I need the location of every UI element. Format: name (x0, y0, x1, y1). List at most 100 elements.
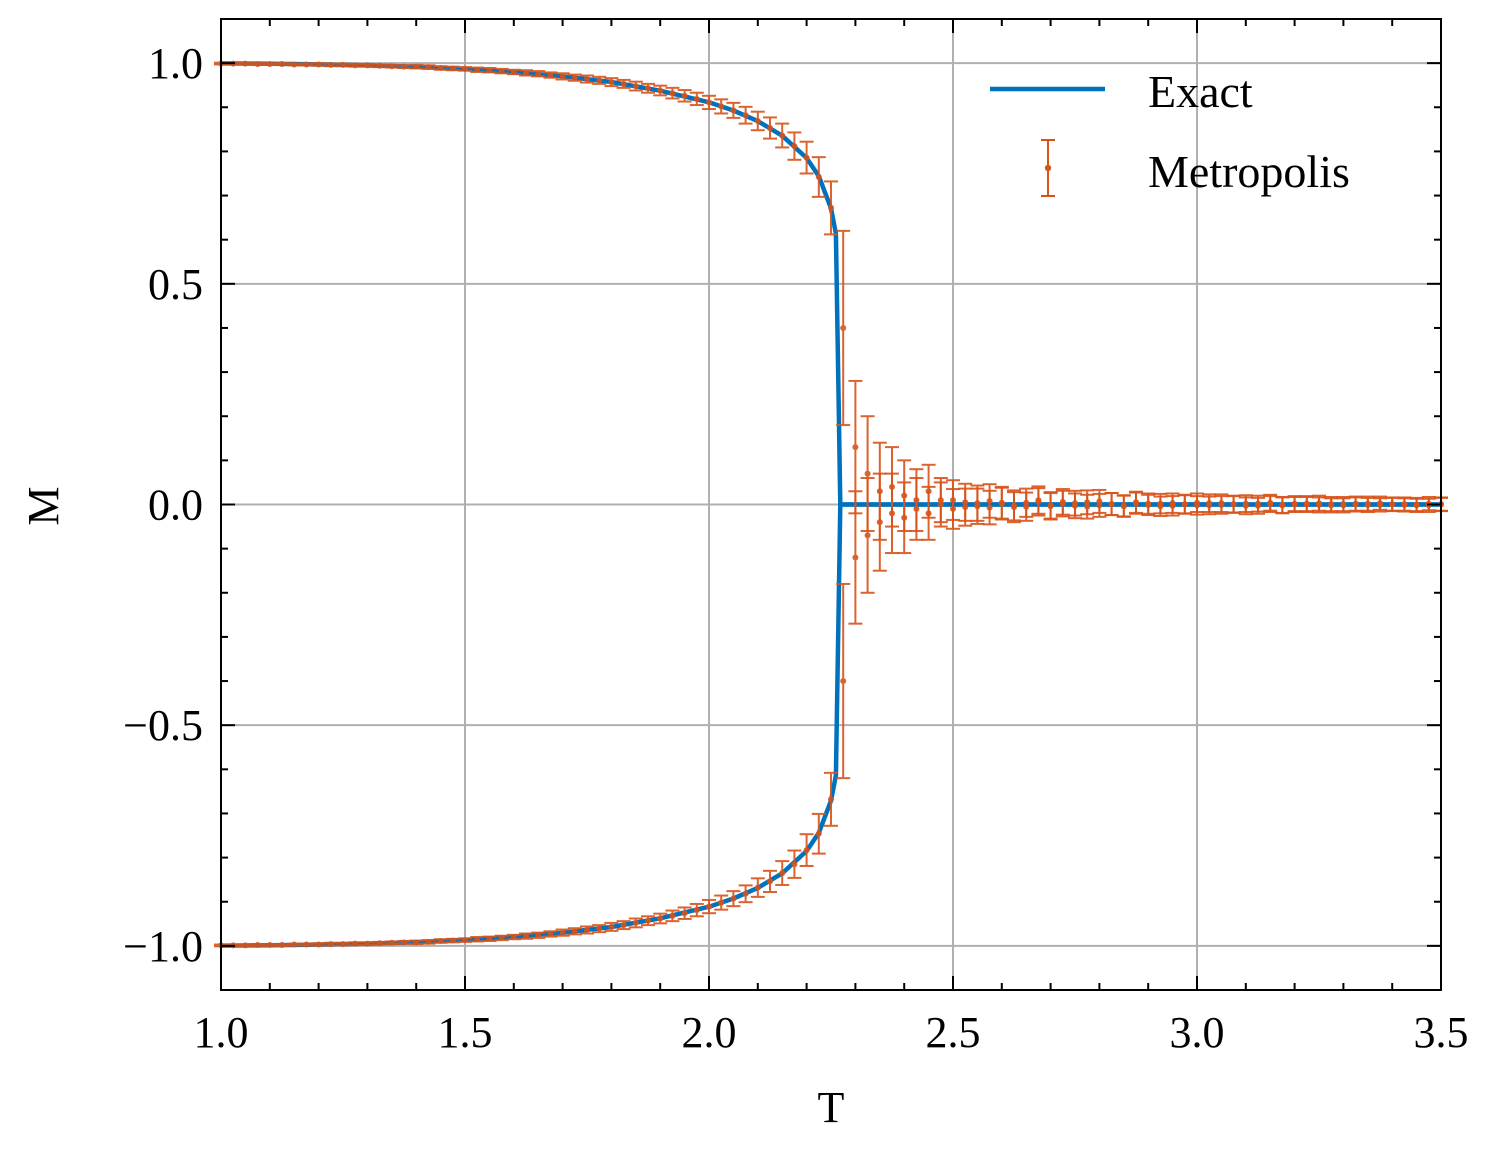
data-point (730, 895, 737, 902)
errorbar-point (872, 472, 887, 572)
data-point (718, 899, 725, 906)
errorbar-point (1129, 491, 1143, 515)
errorbar-point (506, 933, 521, 941)
errorbar-point (775, 860, 790, 886)
data-point (767, 125, 773, 132)
data-point (596, 77, 603, 84)
errorbar-point (860, 477, 875, 594)
data-point (693, 907, 700, 914)
data-point (815, 830, 822, 837)
y-tick-label: 1.0 (148, 39, 203, 88)
errorbar-point (1116, 494, 1131, 518)
data-point (1316, 501, 1322, 508)
errorbar-point (519, 932, 533, 940)
data-point (1413, 501, 1420, 508)
data-point (254, 941, 261, 948)
data-point (962, 504, 969, 511)
data-point (523, 933, 529, 940)
errorbar-point (372, 62, 387, 69)
errorbar-point (458, 937, 472, 944)
errorbar-point (994, 485, 1009, 520)
data-point (584, 926, 590, 933)
data-point (1011, 502, 1017, 509)
data-point (315, 941, 322, 948)
errorbar-point (738, 884, 753, 904)
data-point (620, 922, 627, 929)
x-tick-label: 3.5 (1414, 1008, 1469, 1057)
errorbar-point (677, 906, 692, 920)
errorbar-point (555, 72, 570, 81)
errorbar-point (885, 472, 899, 555)
errorbar-point (360, 940, 375, 947)
data-point (840, 324, 847, 331)
errorbar-point (982, 489, 997, 526)
errorbar-point (970, 484, 985, 522)
data-point (547, 930, 554, 937)
data-point (791, 143, 798, 150)
errorbar-point (458, 65, 472, 72)
data-point (718, 103, 725, 110)
errorbar-point (1409, 496, 1424, 513)
errorbar-point (580, 925, 594, 935)
errorbar-point (1385, 496, 1400, 512)
data-point (1291, 501, 1298, 508)
errorbar-point (1397, 497, 1412, 513)
data-point (803, 847, 810, 854)
errorbar-point (836, 229, 851, 427)
data-point (547, 72, 554, 79)
errorbar-point (250, 941, 265, 948)
data-point (486, 935, 493, 942)
errorbar-point (824, 180, 838, 236)
data-point (596, 925, 603, 932)
x-tick-label: 2.5 (926, 1008, 981, 1057)
errorbar-point (287, 61, 302, 68)
data-point (242, 60, 249, 67)
data-point (1255, 502, 1261, 509)
data-point (632, 919, 639, 926)
errorbar-point (592, 924, 607, 934)
data-point (876, 519, 883, 526)
data-point (669, 90, 676, 97)
errorbar-point (604, 921, 619, 932)
data-point (584, 76, 590, 83)
data-point (1242, 500, 1249, 507)
errorbar-point (811, 156, 826, 198)
errorbar-point (1287, 495, 1302, 514)
errorbar-point (628, 80, 643, 92)
y-tick-label: 0.0 (148, 481, 203, 530)
errorbar-point (1299, 495, 1314, 513)
errorbar-point (494, 934, 509, 942)
y-tick-label: −1.0 (123, 922, 203, 971)
errorbar-point (689, 902, 704, 918)
legend-metropolis-swatch (1041, 139, 1055, 197)
data-point (620, 80, 627, 87)
data-point (266, 941, 273, 948)
data-point (742, 112, 749, 119)
errorbar-point (336, 941, 350, 948)
data-point (742, 890, 749, 897)
data-point (937, 497, 944, 504)
errorbar-point (299, 61, 314, 68)
errorbar-point (848, 490, 863, 625)
errorbar-point (275, 61, 289, 68)
data-point (340, 61, 346, 68)
errorbar-point (1202, 493, 1217, 514)
data-point (303, 61, 310, 68)
data-point (510, 934, 517, 941)
errorbar-point (262, 941, 277, 948)
errorbar-point (360, 62, 375, 69)
data-point (364, 940, 371, 947)
errorbar-point (726, 890, 741, 908)
data-point (767, 878, 773, 885)
data-point (254, 61, 261, 68)
data-point (510, 68, 517, 75)
data-point (950, 505, 956, 512)
data-point (657, 87, 664, 94)
data-point (474, 936, 481, 943)
data-point (327, 61, 334, 68)
errorbar-point (397, 63, 411, 70)
errorbar-point (616, 920, 631, 931)
errorbar-point (702, 898, 716, 915)
errorbar-point (506, 68, 521, 76)
y-tick-label: −0.5 (123, 701, 203, 750)
